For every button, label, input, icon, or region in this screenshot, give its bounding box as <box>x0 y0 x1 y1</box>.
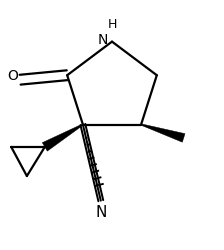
Polygon shape <box>42 124 83 152</box>
Text: O: O <box>7 69 18 83</box>
Text: H: H <box>107 18 117 31</box>
Text: N: N <box>95 204 106 220</box>
Text: N: N <box>98 33 108 47</box>
Polygon shape <box>141 124 185 143</box>
